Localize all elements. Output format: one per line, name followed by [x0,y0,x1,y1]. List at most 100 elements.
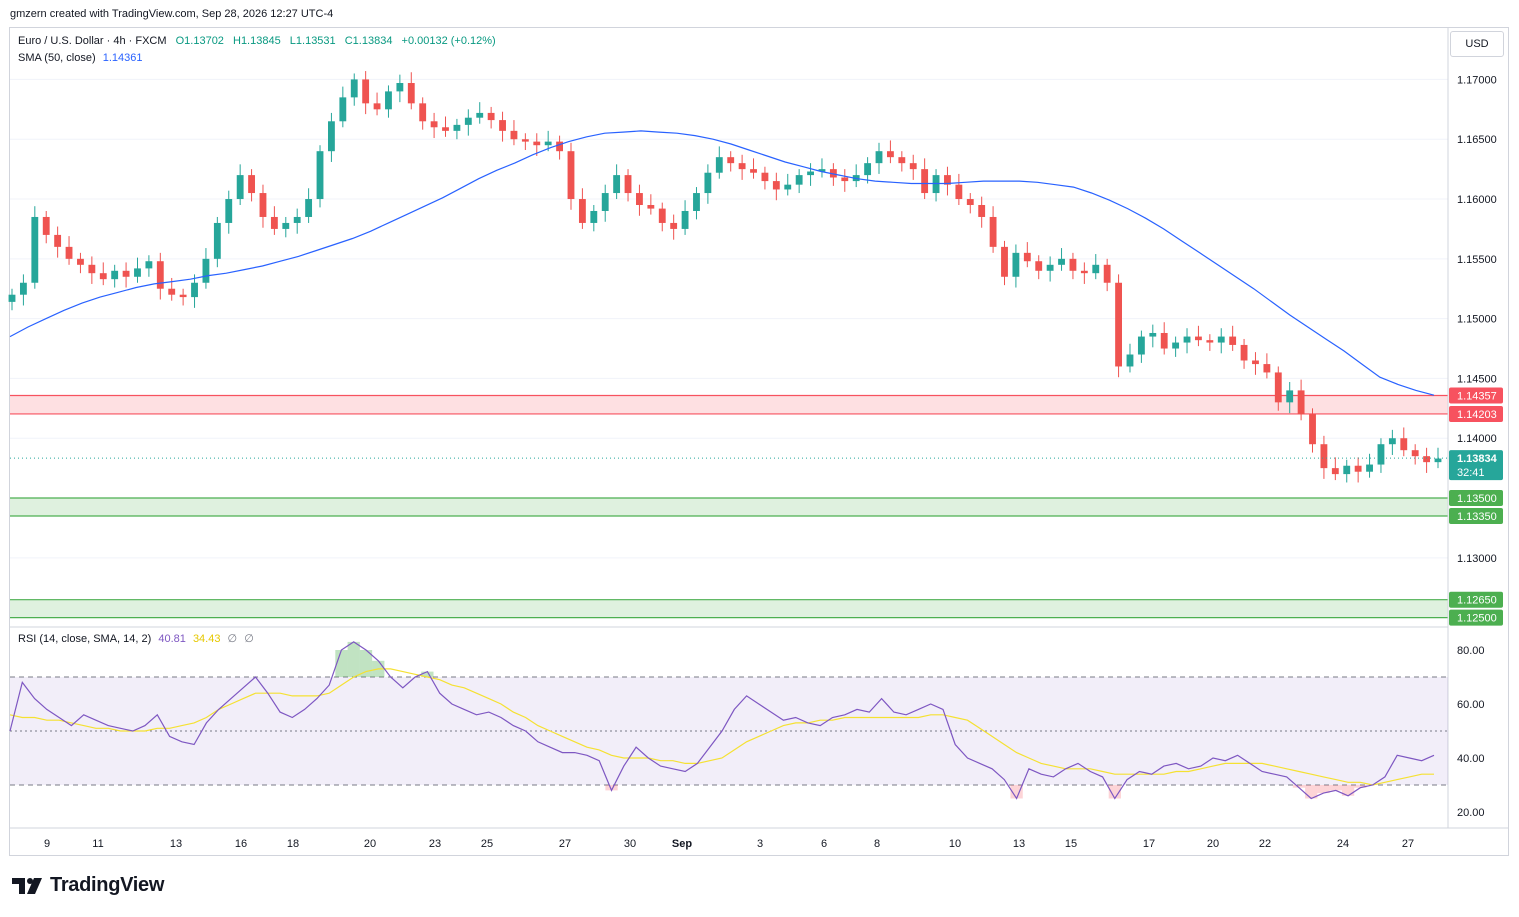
candle-up[interactable] [1434,458,1442,463]
candle-down[interactable] [179,294,187,298]
candle-up[interactable] [350,79,358,98]
candle-down[interactable] [567,151,575,200]
candle-up[interactable] [145,261,153,269]
candle-down[interactable] [1195,336,1202,341]
candle-up[interactable] [864,163,872,176]
candle-down[interactable] [1274,372,1282,403]
candle-up[interactable] [453,124,461,131]
candle-down[interactable] [99,273,107,280]
candle-down[interactable] [761,172,769,182]
candle-down[interactable] [1309,414,1316,445]
candle-down[interactable] [77,258,84,265]
candle-down[interactable] [556,141,564,152]
candle-up[interactable] [464,117,472,125]
candle-up[interactable] [613,175,621,194]
candle-down[interactable] [578,199,586,223]
candle-down[interactable] [772,181,780,190]
candle-down[interactable] [1001,246,1008,277]
sma-legend[interactable]: SMA (50, close) 1.14361 [18,52,142,64]
candle-down[interactable] [122,270,130,277]
candle-down[interactable] [156,261,164,289]
candle-down[interactable] [898,157,906,164]
support-zone[interactable] [10,498,1448,516]
candle-up[interactable] [1046,264,1054,271]
candle-down[interactable] [42,216,50,235]
candle-down[interactable] [647,205,655,209]
candle-up[interactable] [236,175,244,200]
candle-up[interactable] [339,97,347,122]
support-zone[interactable] [10,599,1448,618]
candle-up[interactable] [316,151,324,200]
candle-down[interactable] [1103,264,1111,283]
candle-up[interactable] [807,171,814,176]
candle-down[interactable] [1423,456,1431,463]
candle-down[interactable] [738,163,746,170]
candle-up[interactable] [1012,252,1020,277]
candle-up[interactable] [1343,465,1351,475]
candle-down[interactable] [886,151,894,158]
candle-down[interactable] [1080,270,1088,274]
candle-down[interactable] [1354,465,1362,472]
candle-down[interactable] [533,141,541,146]
candle-down[interactable] [727,157,735,164]
candle-down[interactable] [270,216,278,229]
candle-up[interactable] [202,258,210,283]
candle-down[interactable] [1160,332,1168,349]
candle-up[interactable] [8,294,16,302]
candle-down[interactable] [407,83,415,104]
candle-up[interactable] [1137,336,1145,355]
candle-down[interactable] [750,169,757,173]
candle-down[interactable] [373,103,381,110]
candle-up[interactable] [396,83,404,92]
candle-down[interactable] [841,177,849,182]
candle-down[interactable] [442,127,449,131]
candle-up[interactable] [385,91,392,110]
candle-down[interactable] [521,139,529,142]
candle-down[interactable] [54,234,62,247]
candle-down[interactable] [1320,444,1328,469]
candle-up[interactable] [544,141,552,146]
candle-down[interactable] [1240,344,1248,361]
candle-down[interactable] [966,199,974,206]
candle-up[interactable] [328,121,335,152]
candle-up[interactable] [1217,336,1225,343]
candle-up[interactable] [111,270,119,280]
candle-down[interactable] [636,193,643,206]
candle-down[interactable] [1035,261,1043,271]
candle-down[interactable] [259,193,267,217]
candle-down[interactable] [1115,282,1122,367]
candle-up[interactable] [590,210,598,223]
candle-down[interactable] [248,175,255,194]
candle-down[interactable] [909,163,917,170]
candle-down[interactable] [499,120,506,131]
candle-up[interactable] [1286,390,1294,403]
candle-down[interactable] [65,246,73,259]
symbol-name[interactable]: Euro / U.S. Dollar · 4h · FXCM [18,35,167,47]
candle-down[interactable] [921,169,929,194]
candle-down[interactable] [658,208,666,223]
tradingview-logo[interactable]: TradingView [12,874,164,897]
candle-up[interactable] [305,199,313,217]
candle-down[interactable] [670,222,678,229]
candle-down[interactable] [1206,340,1214,343]
candle-up[interactable] [1366,464,1373,472]
candle-up[interactable] [134,268,141,277]
candle-up[interactable] [191,282,198,298]
candle-down[interactable] [944,175,951,185]
candle-up[interactable] [1377,444,1385,465]
candle-up[interactable] [293,216,301,223]
candle-down[interactable] [1331,468,1339,475]
candle-down[interactable] [989,216,997,247]
candle-up[interactable] [282,222,290,229]
candle-up[interactable] [213,222,221,259]
candle-down[interactable] [1069,258,1077,271]
candle-down[interactable] [1252,360,1259,365]
candle-up[interactable] [818,169,826,172]
candle-up[interactable] [784,184,792,190]
candle-up[interactable] [1092,264,1100,274]
candle-up[interactable] [19,282,27,295]
candle-down[interactable] [624,175,632,194]
candle-down[interactable] [430,121,438,128]
candle-up[interactable] [681,210,689,229]
